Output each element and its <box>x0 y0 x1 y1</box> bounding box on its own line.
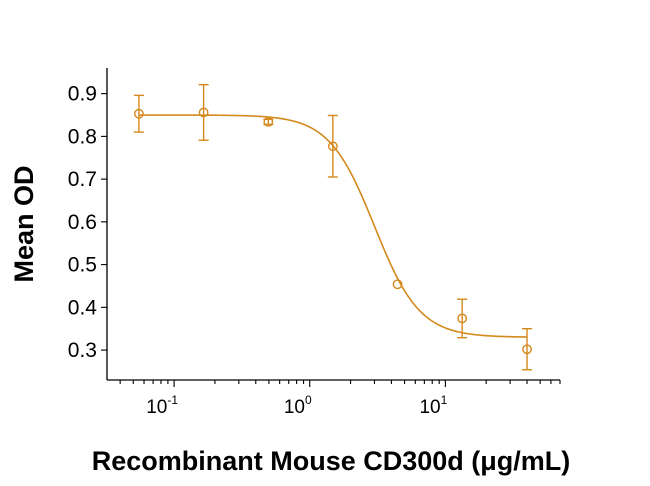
y-tick-label: 0.3 <box>68 339 97 362</box>
x-tick-label: 100 <box>284 393 312 418</box>
data-point <box>263 116 274 127</box>
data-points-layer <box>133 83 533 371</box>
y-tick-label: 0.7 <box>68 168 97 191</box>
x-tick-label: 10-1 <box>146 393 178 418</box>
x-tick-label-exponent: 0 <box>305 393 312 407</box>
x-tick-label-base: 10 <box>284 397 305 418</box>
data-point <box>134 108 144 119</box>
x-tick-label-base: 10 <box>419 397 440 418</box>
x-tick-label: 101 <box>419 393 447 418</box>
y-tick-label: 0.5 <box>68 254 97 277</box>
data-point <box>198 107 209 118</box>
y-tick-label: 0.6 <box>68 211 97 234</box>
x-tick-label-exponent: 1 <box>441 393 448 407</box>
data-point <box>392 279 403 290</box>
y-tick-label: 0.8 <box>68 125 97 148</box>
data-point <box>327 141 338 152</box>
x-tick-label-base: 10 <box>146 397 167 418</box>
y-tick-label: 0.4 <box>68 296 98 319</box>
x-axis-ticks: 10-1 100 101 <box>119 380 561 418</box>
y-axis-title: Mean OD <box>9 165 39 282</box>
y-axis-ticks: 0.3 0.4 0.5 0.6 0.7 0.8 0.9 <box>68 83 107 362</box>
x-tick-label-exponent: -1 <box>167 393 178 407</box>
x-axis-title: Recombinant Mouse CD300d (μg/mL) <box>92 446 571 476</box>
y-tick-label: 0.9 <box>68 83 97 106</box>
data-point <box>457 313 468 324</box>
data-point <box>522 344 532 355</box>
